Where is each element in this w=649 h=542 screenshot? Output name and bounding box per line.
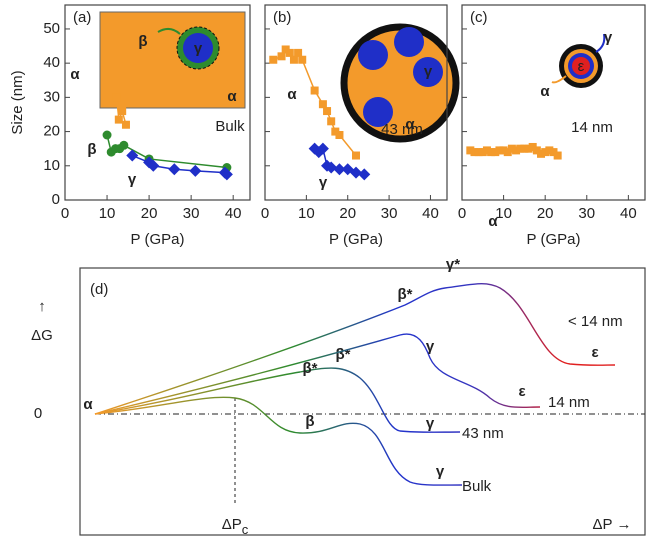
marker (115, 116, 123, 124)
x-tick-label: 40 (422, 205, 439, 222)
annotation: Bulk (215, 118, 245, 135)
annotation: ε (578, 58, 585, 75)
marker (113, 93, 121, 101)
phase-label: α (83, 396, 93, 413)
phase-label: γ (436, 463, 445, 480)
panel: (d) ↑ ΔG 0 ΔP → ΔPc Bulk α β γ 43 nm β* γ 14 nm β* γ ε < … (31, 256, 645, 537)
y-axis-label: ΔG (31, 327, 53, 344)
phase-label: γ (426, 415, 435, 432)
annotation: α (405, 116, 415, 133)
x-axis-label: P (GPa) (131, 231, 185, 248)
series-label: β (87, 141, 96, 158)
series-label: α (287, 86, 297, 103)
marker (352, 152, 360, 160)
y-axis-label: Size (nm) (9, 70, 26, 134)
x-axis-label: P (GPa) (329, 231, 383, 248)
marker (294, 49, 302, 57)
marker (290, 56, 298, 64)
marker (554, 152, 562, 160)
annotation: γ (604, 29, 613, 46)
y-tick-label: 30 (43, 88, 60, 105)
annotation: γ (194, 40, 203, 57)
panel-label: (d) (90, 281, 108, 298)
energy-curve (95, 397, 462, 485)
marker (311, 87, 319, 95)
curve-name: 43 nm (462, 425, 504, 442)
x-tick-label: 10 (495, 205, 512, 222)
marker (335, 131, 343, 139)
annotation: 14 nm (571, 119, 613, 136)
panel-label: (b) (273, 9, 291, 26)
series-label: γ (319, 174, 328, 191)
marker (319, 100, 327, 108)
annotation: β (138, 33, 147, 50)
panel: 0 10 20 30 40 P (GPa) (c) α 14 nm ε γ α (458, 5, 645, 248)
x-tick-label: 20 (537, 205, 554, 222)
figure: 0 10 20 30 40 50 0 10 20 30 40 P (GPa) Size (nm) (a) α… (0, 0, 649, 542)
series-line (107, 135, 227, 168)
marker (168, 163, 180, 175)
phase-label: β* (303, 360, 318, 377)
marker (286, 49, 294, 57)
x-tick-label: 0 (458, 205, 466, 222)
y-axis-arrow: ↑ (38, 298, 46, 315)
x-tick-label: 30 (183, 205, 200, 222)
x-tick-label: 40 (620, 205, 637, 222)
x-axis-label: P (GPa) (527, 231, 581, 248)
annotation: α (227, 88, 237, 105)
panel-label: (a) (73, 9, 91, 26)
y-tick-label: 0 (52, 191, 60, 208)
x-tick-label: 0 (261, 205, 269, 222)
phase-label: ε (591, 344, 598, 361)
curve-name: 14 nm (548, 394, 590, 411)
energy-curve (95, 368, 460, 432)
marker (269, 56, 277, 64)
series-label: γ (128, 171, 137, 188)
pc-sub: c (242, 522, 249, 537)
energy-curve (95, 284, 615, 414)
panel-label: (c) (470, 9, 488, 26)
x-tick-label: 20 (339, 205, 356, 222)
phase-label: γ (426, 338, 435, 355)
marker (189, 165, 201, 177)
y-tick-label: 20 (43, 123, 60, 140)
pc-main: ΔP (222, 516, 242, 533)
x-tick-label: 30 (381, 205, 398, 222)
inset-a (100, 12, 245, 108)
series-label: α (488, 213, 498, 230)
annotation: γ (424, 63, 433, 80)
series-label: α (70, 66, 80, 83)
x-tick-label: 0 (61, 205, 69, 222)
annotation: α (540, 83, 550, 100)
x-tick-label: 40 (225, 205, 242, 222)
marker (298, 56, 306, 64)
marker (119, 141, 128, 150)
curve-name: Bulk (462, 478, 492, 495)
marker (358, 168, 370, 180)
annotation: 43 nm (381, 121, 423, 138)
frame (462, 5, 645, 200)
curve-name: < 14 nm (568, 313, 623, 330)
pc-label: ΔPc (222, 516, 249, 537)
marker (122, 121, 130, 129)
x-tick-label: 10 (99, 205, 116, 222)
phase-label: β* (398, 286, 413, 303)
y-tick-label: 50 (43, 20, 60, 37)
x-tick-label: 20 (141, 205, 158, 222)
phase-label: γ* (446, 256, 460, 273)
y-tick-label: 40 (43, 54, 60, 71)
x-tick-label: 30 (578, 205, 595, 222)
marker (103, 131, 112, 140)
y-tick-label: 10 (43, 157, 60, 174)
x-axis-label: ΔP → (593, 516, 632, 533)
marker (327, 117, 335, 125)
phase-label: ε (518, 383, 525, 400)
marker (323, 107, 331, 115)
phase-label: β (305, 413, 314, 430)
marker (278, 52, 286, 60)
phase-label: β* (336, 346, 351, 363)
marker (118, 107, 126, 115)
x-tick-label: 10 (298, 205, 315, 222)
zero-label: 0 (34, 405, 42, 422)
